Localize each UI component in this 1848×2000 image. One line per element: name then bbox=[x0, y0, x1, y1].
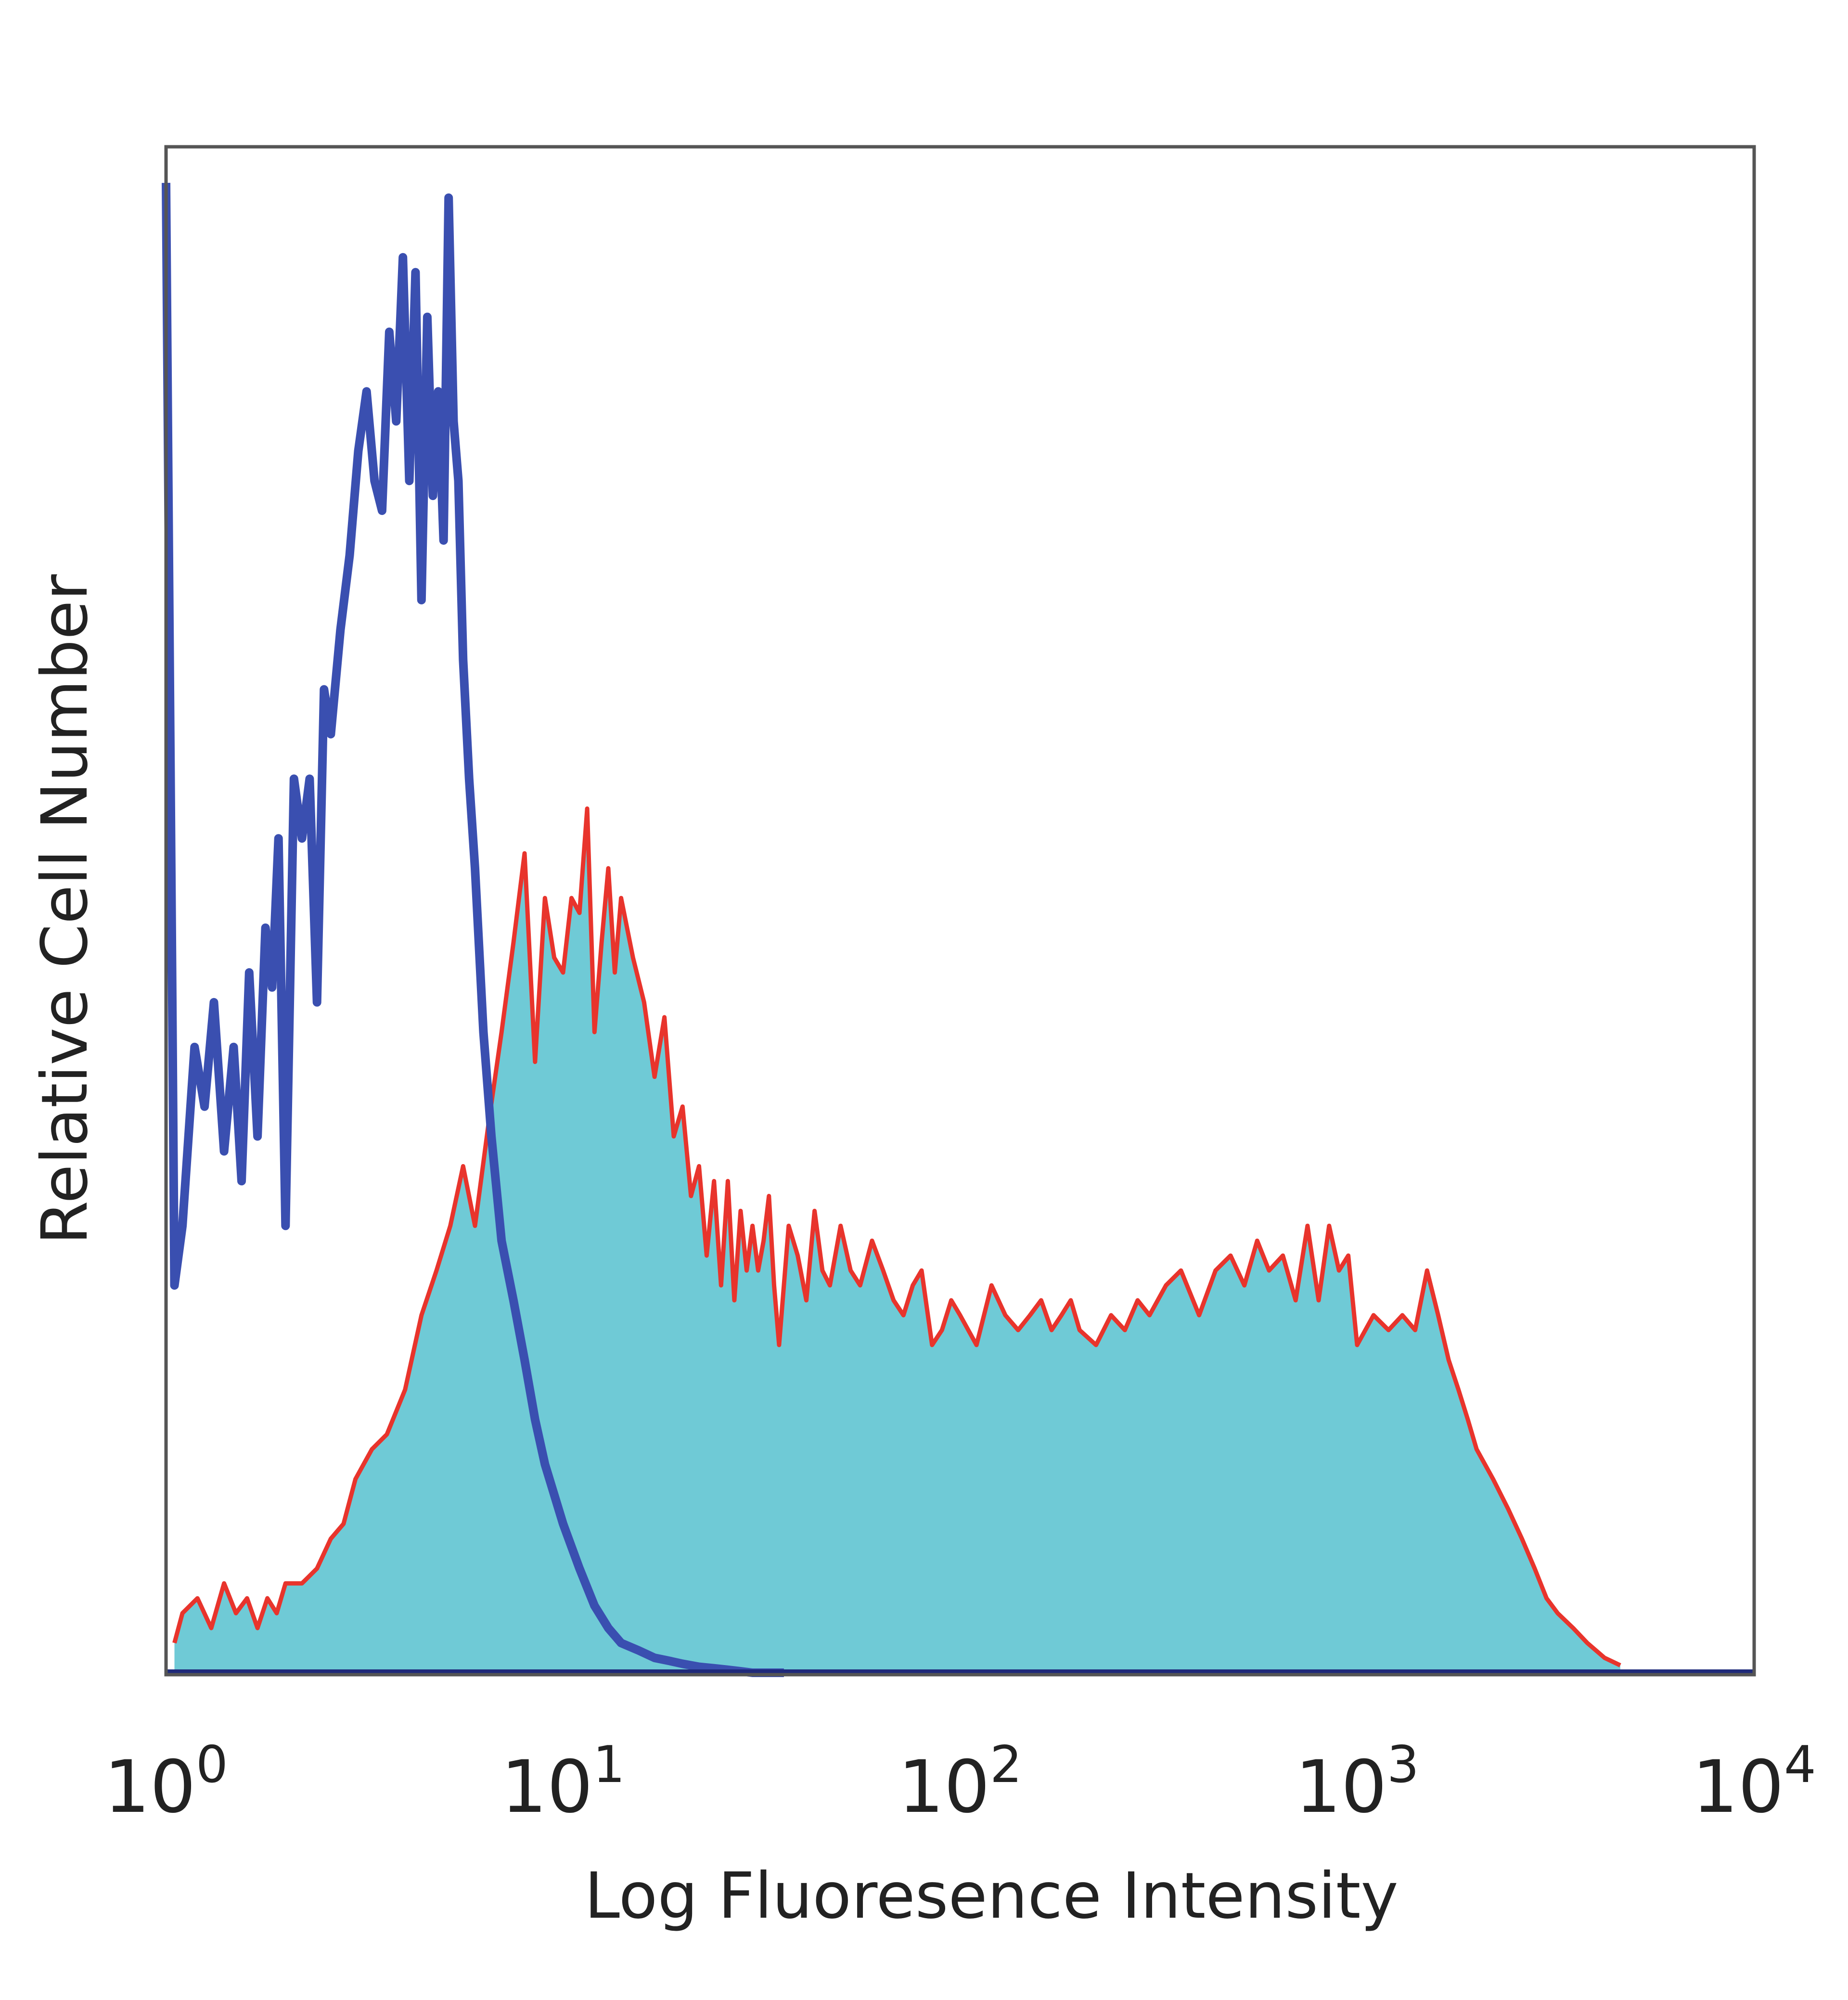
plot-frame bbox=[164, 145, 1756, 1677]
series-0-line bbox=[162, 182, 784, 1677]
y-axis-title: Relative Cell Number bbox=[28, 574, 102, 1245]
x-tick-base: 10 bbox=[1692, 1745, 1784, 1829]
x-tick-base: 10 bbox=[104, 1745, 196, 1829]
x-tick-base: 10 bbox=[1295, 1745, 1387, 1829]
x-tick-label-3: 103 bbox=[1295, 1735, 1419, 1829]
x-tick-label-1: 101 bbox=[501, 1735, 625, 1829]
series-1-outline bbox=[172, 806, 1621, 1667]
x-tick-label-0: 100 bbox=[104, 1735, 228, 1829]
x-tick-exponent: 1 bbox=[593, 1735, 625, 1794]
x-tick-exponent: 0 bbox=[196, 1735, 228, 1794]
series-1-area bbox=[174, 808, 1620, 1673]
x-tick-exponent: 3 bbox=[1387, 1735, 1419, 1794]
x-tick-exponent: 2 bbox=[990, 1735, 1022, 1794]
x-tick-label-4: 104 bbox=[1692, 1735, 1816, 1829]
x-tick-base: 10 bbox=[501, 1745, 593, 1829]
x-axis-title: Log Fluoresence Intensity bbox=[584, 1859, 1398, 1933]
x-tick-base: 10 bbox=[898, 1745, 990, 1829]
x-tick-label-2: 102 bbox=[898, 1735, 1022, 1829]
plot-area bbox=[162, 145, 1756, 1677]
x-tick-exponent: 4 bbox=[1784, 1735, 1816, 1794]
x-tick-labels: 100 101 102 103 104 bbox=[104, 1735, 1816, 1829]
series-layer bbox=[162, 182, 1621, 1677]
